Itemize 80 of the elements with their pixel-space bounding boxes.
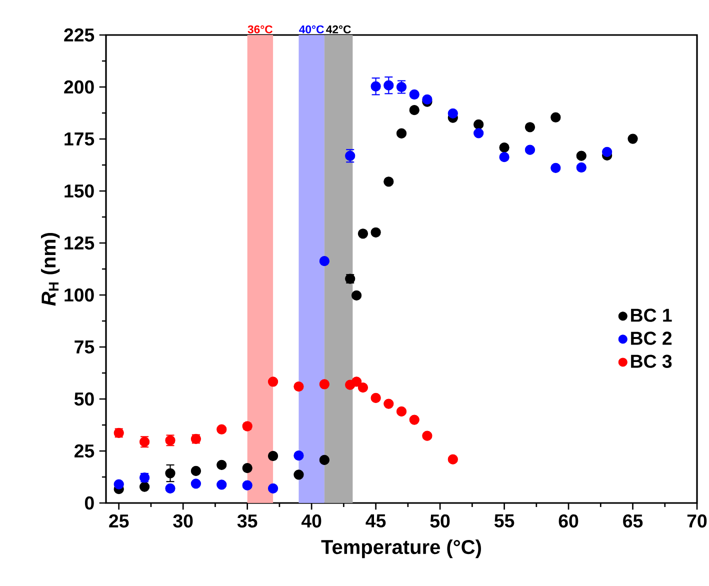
y-tick-label: 225 [64, 28, 94, 42]
legend-label: BC 2 [631, 332, 672, 345]
point [602, 146, 612, 157]
y-tick-label: 75 [74, 340, 94, 354]
y-axis-title: R$_{H}$ (nm) [41, 232, 60, 306]
legend-label: BC 1 [631, 308, 672, 322]
point [396, 406, 407, 417]
x-tick-label: 50 [430, 514, 450, 528]
point [242, 480, 252, 490]
point [114, 479, 124, 490]
y-tick-label: 25 [74, 444, 94, 458]
point [165, 468, 176, 478]
point [524, 122, 536, 132]
x-tick-label: 30 [173, 514, 193, 528]
point [576, 150, 586, 161]
point [384, 176, 394, 187]
point [422, 430, 432, 441]
x-tick-label: 45 [366, 514, 386, 528]
point [351, 376, 362, 387]
point [319, 454, 330, 466]
point [474, 128, 484, 138]
y-tick-label: 125 [64, 236, 94, 250]
point [396, 128, 407, 138]
point [190, 478, 202, 489]
point [319, 379, 330, 390]
point [448, 108, 458, 118]
band-label: 40°C [299, 25, 324, 34]
x-tick-label: 60 [558, 514, 578, 528]
point [294, 381, 304, 392]
x-tick-label: 40 [301, 514, 322, 528]
point [345, 150, 356, 161]
point [384, 398, 394, 409]
x-tick-label: 65 [623, 514, 643, 528]
point [319, 256, 330, 266]
point [216, 480, 227, 490]
x-tick-label: 55 [494, 514, 514, 528]
point [409, 414, 420, 425]
point [216, 460, 227, 470]
band-label: 36°C [248, 25, 273, 34]
y-tick-label: 0 [84, 496, 94, 510]
point [370, 392, 381, 404]
band-label: 42°C [326, 25, 351, 34]
legend-label: BC 3 [631, 354, 672, 368]
point [268, 376, 278, 387]
point [448, 454, 458, 464]
y-tick-label: 175 [64, 132, 94, 146]
point [370, 81, 381, 92]
point [576, 162, 586, 173]
x-tick-label: 70 [687, 514, 707, 528]
point [294, 450, 304, 461]
point [409, 89, 420, 100]
x-tick-label: 35 [237, 514, 258, 528]
y-tick-label: 50 [74, 392, 94, 406]
point [550, 112, 561, 122]
point [409, 105, 420, 116]
point [628, 134, 638, 144]
point [139, 482, 150, 492]
point [294, 470, 304, 480]
y-tick-label: 150 [64, 184, 94, 198]
point [370, 227, 381, 238]
point [242, 462, 252, 474]
point [524, 144, 536, 155]
point [474, 119, 484, 130]
point [268, 450, 278, 462]
y-tick-label: 200 [64, 80, 94, 94]
point [550, 162, 561, 173]
point [422, 94, 432, 105]
point [165, 483, 176, 494]
x-axis-title: Temperature (°C) [321, 539, 481, 558]
point [190, 466, 202, 476]
point [351, 290, 362, 300]
point [268, 483, 278, 494]
y-tick-label: 100 [64, 288, 94, 302]
x-tick-label: 25 [109, 514, 129, 528]
point [358, 228, 368, 239]
point [358, 382, 368, 393]
point [384, 80, 394, 90]
point [216, 424, 227, 434]
point [499, 142, 510, 153]
point [499, 152, 510, 162]
